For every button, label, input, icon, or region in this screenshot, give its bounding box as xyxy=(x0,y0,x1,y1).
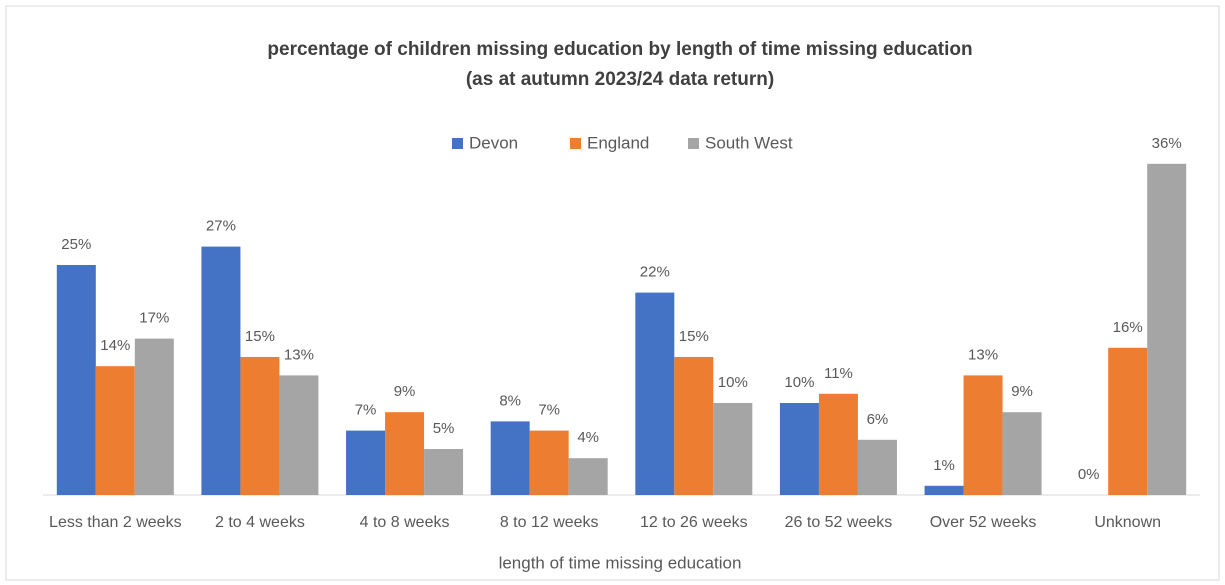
data-label: 9% xyxy=(394,383,416,400)
data-label: 1% xyxy=(933,457,955,474)
x-tick-label: Over 52 weeks xyxy=(929,514,1037,531)
data-label: 22% xyxy=(640,264,670,281)
data-label: 4% xyxy=(577,429,599,446)
x-tick-label: 26 to 52 weeks xyxy=(784,514,893,531)
bar xyxy=(963,375,1003,495)
data-label: 15% xyxy=(679,328,709,345)
bar xyxy=(240,357,280,495)
bar xyxy=(346,430,386,495)
data-label: 7% xyxy=(538,402,560,419)
chart-title: percentage of children missing education… xyxy=(267,39,972,60)
data-label: 13% xyxy=(968,346,998,363)
data-label: 8% xyxy=(499,392,521,409)
data-label: 7% xyxy=(355,402,377,419)
data-label: 5% xyxy=(433,420,455,437)
x-tick-label: 12 to 26 weeks xyxy=(640,514,748,531)
bar xyxy=(818,393,858,495)
chart-subtitle: (as at autumn 2023/24 data return) xyxy=(466,69,774,90)
legend-swatch xyxy=(452,138,463,149)
legend-swatch xyxy=(688,138,699,149)
bar xyxy=(95,366,135,495)
x-axis-title: length of time missing education xyxy=(499,553,742,572)
data-label: 10% xyxy=(784,374,814,391)
data-label: 6% xyxy=(867,411,889,428)
x-tick-label: 4 to 8 weeks xyxy=(359,514,450,531)
data-label: 27% xyxy=(206,218,236,235)
legend-label: South West xyxy=(705,133,793,152)
bar xyxy=(635,292,675,495)
bar xyxy=(424,449,464,495)
data-label: 10% xyxy=(718,374,748,391)
bar xyxy=(529,430,569,495)
data-label: 15% xyxy=(245,328,275,345)
bar xyxy=(713,403,753,495)
legend-swatch xyxy=(570,138,581,149)
data-label: 25% xyxy=(61,236,91,253)
data-label: 36% xyxy=(1152,135,1182,152)
bar xyxy=(201,246,241,495)
data-label: 17% xyxy=(139,310,169,327)
x-tick-label: Less than 2 weeks xyxy=(49,514,182,531)
data-label: 16% xyxy=(1113,319,1143,336)
data-label: 14% xyxy=(100,337,130,354)
bar xyxy=(568,458,608,495)
legend-label: England xyxy=(587,133,649,152)
bar xyxy=(490,421,530,495)
bar xyxy=(279,375,319,495)
bar xyxy=(385,412,425,495)
bar xyxy=(857,439,897,495)
bar xyxy=(779,403,819,495)
data-label: 0% xyxy=(1078,466,1100,483)
data-label: 9% xyxy=(1011,383,1033,400)
bar xyxy=(1108,347,1148,495)
data-label: 11% xyxy=(824,365,853,382)
bar xyxy=(134,338,174,495)
x-tick-label: 8 to 12 weeks xyxy=(499,514,599,531)
bar xyxy=(924,485,964,495)
legend-label: Devon xyxy=(469,133,518,152)
data-label: 13% xyxy=(284,346,314,363)
x-tick-label: Unknown xyxy=(1094,514,1162,531)
bar xyxy=(56,265,96,495)
x-tick-label: 2 to 4 weeks xyxy=(215,514,305,531)
bar xyxy=(674,357,714,495)
bar xyxy=(1147,163,1187,496)
bar xyxy=(1002,412,1042,495)
